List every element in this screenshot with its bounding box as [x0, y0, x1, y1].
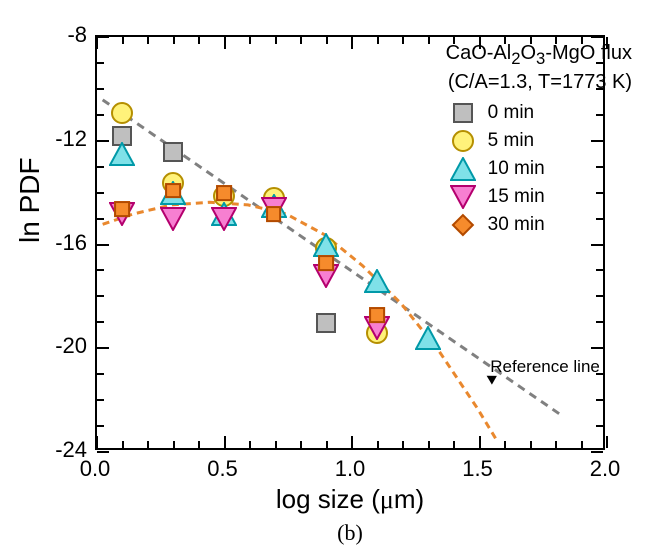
- xtick-label: 1.5: [462, 456, 493, 482]
- xtick-label: 0.5: [207, 456, 238, 482]
- legend-title-line: (C/A=1.3, T=1773 K): [446, 70, 632, 95]
- legend-swatch-t15: [446, 185, 480, 209]
- ytick-label: -24: [55, 437, 87, 463]
- point-t15: [160, 207, 186, 231]
- subcaption: (b): [337, 520, 363, 546]
- point-t15: [211, 207, 237, 231]
- point-t0: [316, 313, 336, 333]
- xtick-label: 1.0: [335, 456, 366, 482]
- xtick-major: [606, 436, 608, 448]
- point-t5: [111, 102, 133, 124]
- legend-swatch-t10: [446, 157, 480, 181]
- ytick-label: -8: [67, 22, 87, 48]
- point-t30: [369, 307, 385, 323]
- legend-label: 15 min: [488, 186, 545, 208]
- legend-swatch-t0: [446, 103, 480, 123]
- point-t10: [109, 142, 135, 166]
- legend-item: 5 min: [446, 127, 638, 155]
- ytick-major: [97, 451, 109, 453]
- point-t30: [318, 255, 334, 271]
- legend-label: 30 min: [488, 214, 545, 236]
- legend-swatch-t30: [446, 217, 480, 233]
- legend-item: 0 min: [446, 99, 638, 127]
- reference-line-label: Reference line: [490, 357, 600, 377]
- point-t0: [163, 142, 183, 162]
- y-axis-label: ln PDF: [14, 157, 46, 243]
- legend-label: 0 min: [488, 102, 534, 124]
- ytick-label: -16: [55, 230, 87, 256]
- ref-line-orange-ref: [103, 202, 498, 442]
- point-t10: [364, 269, 390, 293]
- legend-item: 30 min: [446, 211, 638, 239]
- point-t30: [266, 206, 282, 222]
- point-t30: [216, 185, 232, 201]
- ytick-label: -20: [55, 333, 87, 359]
- legend: CaO-Al2O3-MgO flux(C/A=1.3, T=1773 K) 0 m…: [446, 41, 638, 239]
- legend-label: 5 min: [488, 130, 534, 152]
- legend-item: 15 min: [446, 183, 638, 211]
- xtick-label: 2.0: [590, 456, 621, 482]
- point-t30: [114, 201, 130, 217]
- legend-swatch-t5: [446, 130, 480, 152]
- point-t30: [165, 183, 181, 199]
- legend-label: 10 min: [488, 158, 545, 180]
- ytick-major: [591, 451, 603, 453]
- legend-item: 10 min: [446, 155, 638, 183]
- point-t10: [415, 326, 441, 350]
- x-axis-label: log size (μm): [276, 484, 424, 515]
- ytick-label: -12: [55, 126, 87, 152]
- legend-title-line: CaO-Al2O3-MgO flux: [446, 41, 632, 70]
- point-t10: [313, 233, 339, 257]
